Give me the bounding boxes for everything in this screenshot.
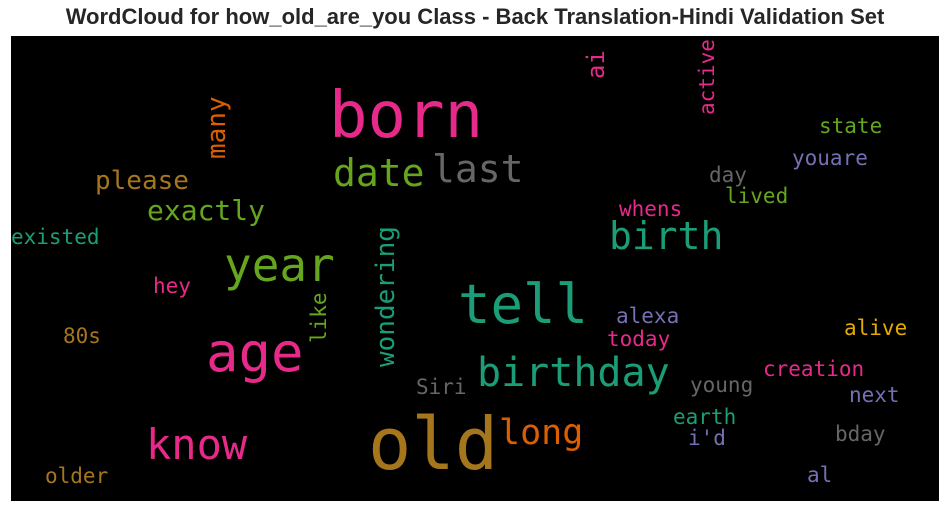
word-cloud-canvas: born old age tell year know birthday birth date l… xyxy=(11,36,939,501)
word-active: active xyxy=(695,39,719,115)
word-young: young xyxy=(690,373,754,397)
word-80s: 80s xyxy=(63,324,101,348)
word-year: year xyxy=(224,238,335,292)
word-many: many xyxy=(202,96,232,159)
word-date: date xyxy=(333,151,425,195)
word-creation: creation xyxy=(763,357,865,381)
word-birth: birth xyxy=(609,214,724,258)
word-al: al xyxy=(807,463,833,487)
word-last: last xyxy=(432,147,524,191)
word-ai: ai xyxy=(582,50,610,79)
word-youare: youare xyxy=(792,146,868,170)
word-state: state xyxy=(819,114,883,138)
word-like: like xyxy=(307,292,331,343)
chart-title: WordCloud for how_old_are_you Class - Ba… xyxy=(65,4,885,29)
word-alexa: alexa xyxy=(616,304,680,328)
word-tell: tell xyxy=(458,273,589,336)
word-please: please xyxy=(95,166,189,196)
word-long: long xyxy=(499,413,584,453)
word-wondering: wondering xyxy=(371,226,401,367)
word-know: know xyxy=(146,420,248,469)
word-i-d: i'd xyxy=(688,426,726,450)
word-day: day xyxy=(709,163,747,187)
word-next: next xyxy=(849,383,900,407)
word-earth: earth xyxy=(673,405,737,429)
word-old: old xyxy=(368,402,499,486)
word-age: age xyxy=(206,321,304,384)
word-bday: bday xyxy=(835,422,886,446)
word-whens: whens xyxy=(619,197,683,221)
word-born: born xyxy=(329,79,484,153)
word-birthday: birthday xyxy=(477,350,670,396)
word-older: older xyxy=(45,464,109,488)
word-alive: alive xyxy=(844,316,908,340)
word-today: today xyxy=(607,327,671,351)
word-exactly: exactly xyxy=(147,194,266,227)
word-lived: lived xyxy=(725,184,789,208)
word-hey: hey xyxy=(153,274,191,298)
word-siri: Siri xyxy=(416,375,467,399)
word-existed: existed xyxy=(11,225,100,249)
